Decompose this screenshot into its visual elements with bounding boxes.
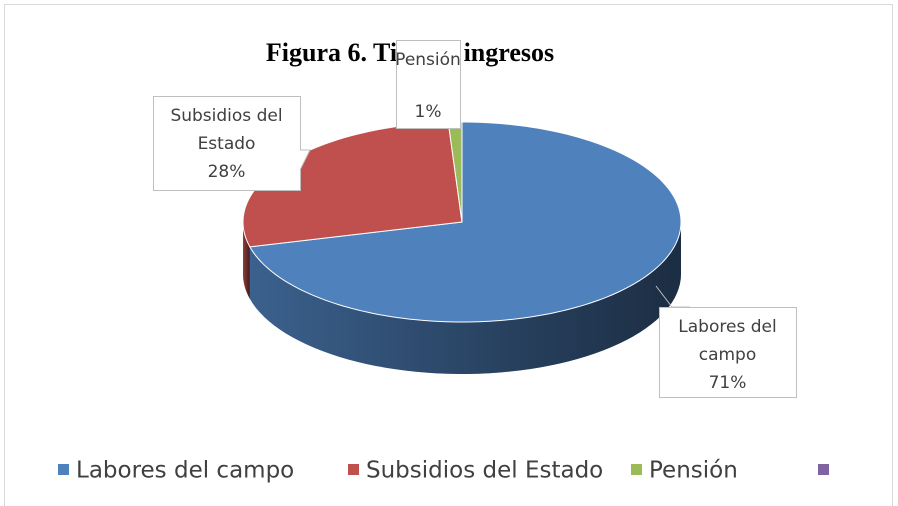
legend-label: Labores del campo — [76, 458, 294, 484]
slice-side-shade — [249, 222, 681, 374]
legend-swatch — [818, 464, 829, 475]
label-box — [396, 40, 461, 129]
label-value: 28% — [208, 162, 246, 182]
label-category: Subsidios del Estado — [170, 106, 282, 154]
label-box — [153, 96, 301, 191]
legend-label: Pensión — [649, 458, 738, 484]
legend-swatch — [58, 464, 69, 475]
legend-swatch — [631, 464, 642, 475]
label-category: Pensión — [395, 50, 461, 70]
pie — [242, 121, 682, 374]
label-value: 71% — [709, 373, 747, 393]
label-category: Labores del campo — [678, 317, 776, 365]
label-box — [659, 307, 797, 398]
slice — [249, 121, 682, 323]
legend-swatch — [348, 464, 359, 475]
leader — [655, 285, 690, 308]
slice-side-shade — [243, 222, 250, 299]
legend: Labores del campo Subsidios del Estado Pen… — [58, 458, 829, 484]
leader — [299, 149, 311, 171]
label-value: 1% — [415, 102, 442, 122]
legend-label: Subsidios del Estado — [366, 458, 603, 484]
data-labels: Labores del campo 71% Subsidios del Estado 28… — [153, 40, 797, 398]
